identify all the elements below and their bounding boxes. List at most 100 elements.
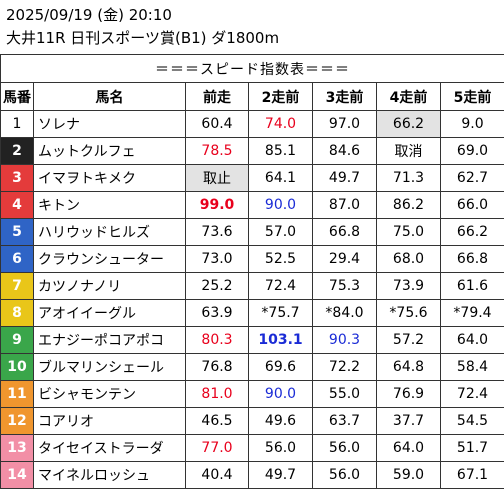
speed-index-cell: 76.9 [377,381,441,408]
column-header: 4走前 [377,83,441,111]
speed-index-cell: 56.0 [313,435,377,462]
speed-index-cell: 62.7 [441,165,504,192]
speed-index-cell: 76.8 [186,354,249,381]
speed-index-cell: 85.1 [249,138,313,165]
speed-index-cell: 56.0 [313,462,377,489]
speed-index-cell: 66.8 [313,219,377,246]
speed-index-cell: 81.0 [186,381,249,408]
speed-index-cell: 73.0 [186,246,249,273]
speed-index-cell: 25.2 [186,273,249,300]
horse-name: ハリウッドヒルズ [34,219,186,246]
speed-index-cell: *75.7 [249,300,313,327]
speed-index-cell: 59.0 [377,462,441,489]
speed-index-cell: 61.6 [441,273,504,300]
speed-index-cell: 57.0 [249,219,313,246]
horse-name: ムットクルフェ [34,138,186,165]
horse-name: クラウンシューター [34,246,186,273]
speed-index-cell: 77.0 [186,435,249,462]
column-header: 2走前 [249,83,313,111]
speed-index-cell: 78.5 [186,138,249,165]
speed-index-cell: 60.4 [186,111,249,138]
speed-index-cell: 86.2 [377,192,441,219]
speed-index-cell: 75.3 [313,273,377,300]
speed-index-cell: 49.7 [249,462,313,489]
horse-number: 5 [1,219,34,246]
horse-number: 7 [1,273,34,300]
race-title: 大井11R 日刊スポーツ賞(B1) ダ1800m [6,28,279,48]
speed-index-cell: 46.5 [186,408,249,435]
column-header: 3走前 [313,83,377,111]
horse-number: 1 [1,111,34,138]
horse-name: マイネルロッシュ [34,462,186,489]
horse-number: 9 [1,327,34,354]
speed-index-cell: 57.2 [377,327,441,354]
horse-name: ソレナ [34,111,186,138]
speed-index-cell: 80.3 [186,327,249,354]
speed-index-cell: 66.8 [441,246,504,273]
horse-name: キトン [34,192,186,219]
speed-index-cell: 103.1 [249,327,313,354]
speed-index-cell: 64.1 [249,165,313,192]
column-header: 5走前 [441,83,504,111]
column-header: 前走 [186,83,249,111]
horse-number: 8 [1,300,34,327]
speed-index-cell: 51.7 [441,435,504,462]
speed-index-cell: 66.0 [441,192,504,219]
speed-index-cell: 取止 [186,165,249,192]
speed-index-cell: 66.2 [377,111,441,138]
speed-index-cell: 87.0 [313,192,377,219]
speed-index-cell: 68.0 [377,246,441,273]
speed-index-cell: 69.0 [441,138,504,165]
horse-name: ブルマリンシェール [34,354,186,381]
speed-index-cell: 64.8 [377,354,441,381]
speed-index-cell: 29.4 [313,246,377,273]
horse-number: 14 [1,462,34,489]
horse-number: 6 [1,246,34,273]
speed-index-cell: *84.0 [313,300,377,327]
speed-index-cell: 67.1 [441,462,504,489]
speed-index-cell: 63.9 [186,300,249,327]
speed-index-cell: 75.0 [377,219,441,246]
speed-index-cell: 97.0 [313,111,377,138]
speed-index-cell: *75.6 [377,300,441,327]
speed-index-cell: 90.0 [249,192,313,219]
speed-index-cell: 取消 [377,138,441,165]
speed-index-cell: 99.0 [186,192,249,219]
table-banner: ＝＝＝スピード指数表＝＝＝ [1,55,504,83]
speed-index-cell: 72.4 [441,381,504,408]
speed-index-cell: 9.0 [441,111,504,138]
speed-index-cell: 90.0 [249,381,313,408]
speed-index-cell: 69.6 [249,354,313,381]
speed-index-cell: *79.4 [441,300,504,327]
column-header: 馬番 [1,83,34,111]
horse-number: 12 [1,408,34,435]
column-header: 馬名 [34,83,186,111]
race-datetime: 2025/09/19 (金) 20:10 [6,5,172,25]
speed-index-cell: 63.7 [313,408,377,435]
horse-number: 11 [1,381,34,408]
horse-name: コアリオ [34,408,186,435]
horse-number: 2 [1,138,34,165]
speed-index-cell: 74.0 [249,111,313,138]
speed-index-cell: 54.5 [441,408,504,435]
horse-number: 13 [1,435,34,462]
speed-index-cell: 73.6 [186,219,249,246]
horse-name: アオイイーグル [34,300,186,327]
speed-index-cell: 71.3 [377,165,441,192]
horse-number: 4 [1,192,34,219]
speed-index-cell: 84.6 [313,138,377,165]
speed-index-cell: 58.4 [441,354,504,381]
horse-name: タイセイストラーダ [34,435,186,462]
horse-name: エナジーポコアポコ [34,327,186,354]
speed-index-cell: 37.7 [377,408,441,435]
